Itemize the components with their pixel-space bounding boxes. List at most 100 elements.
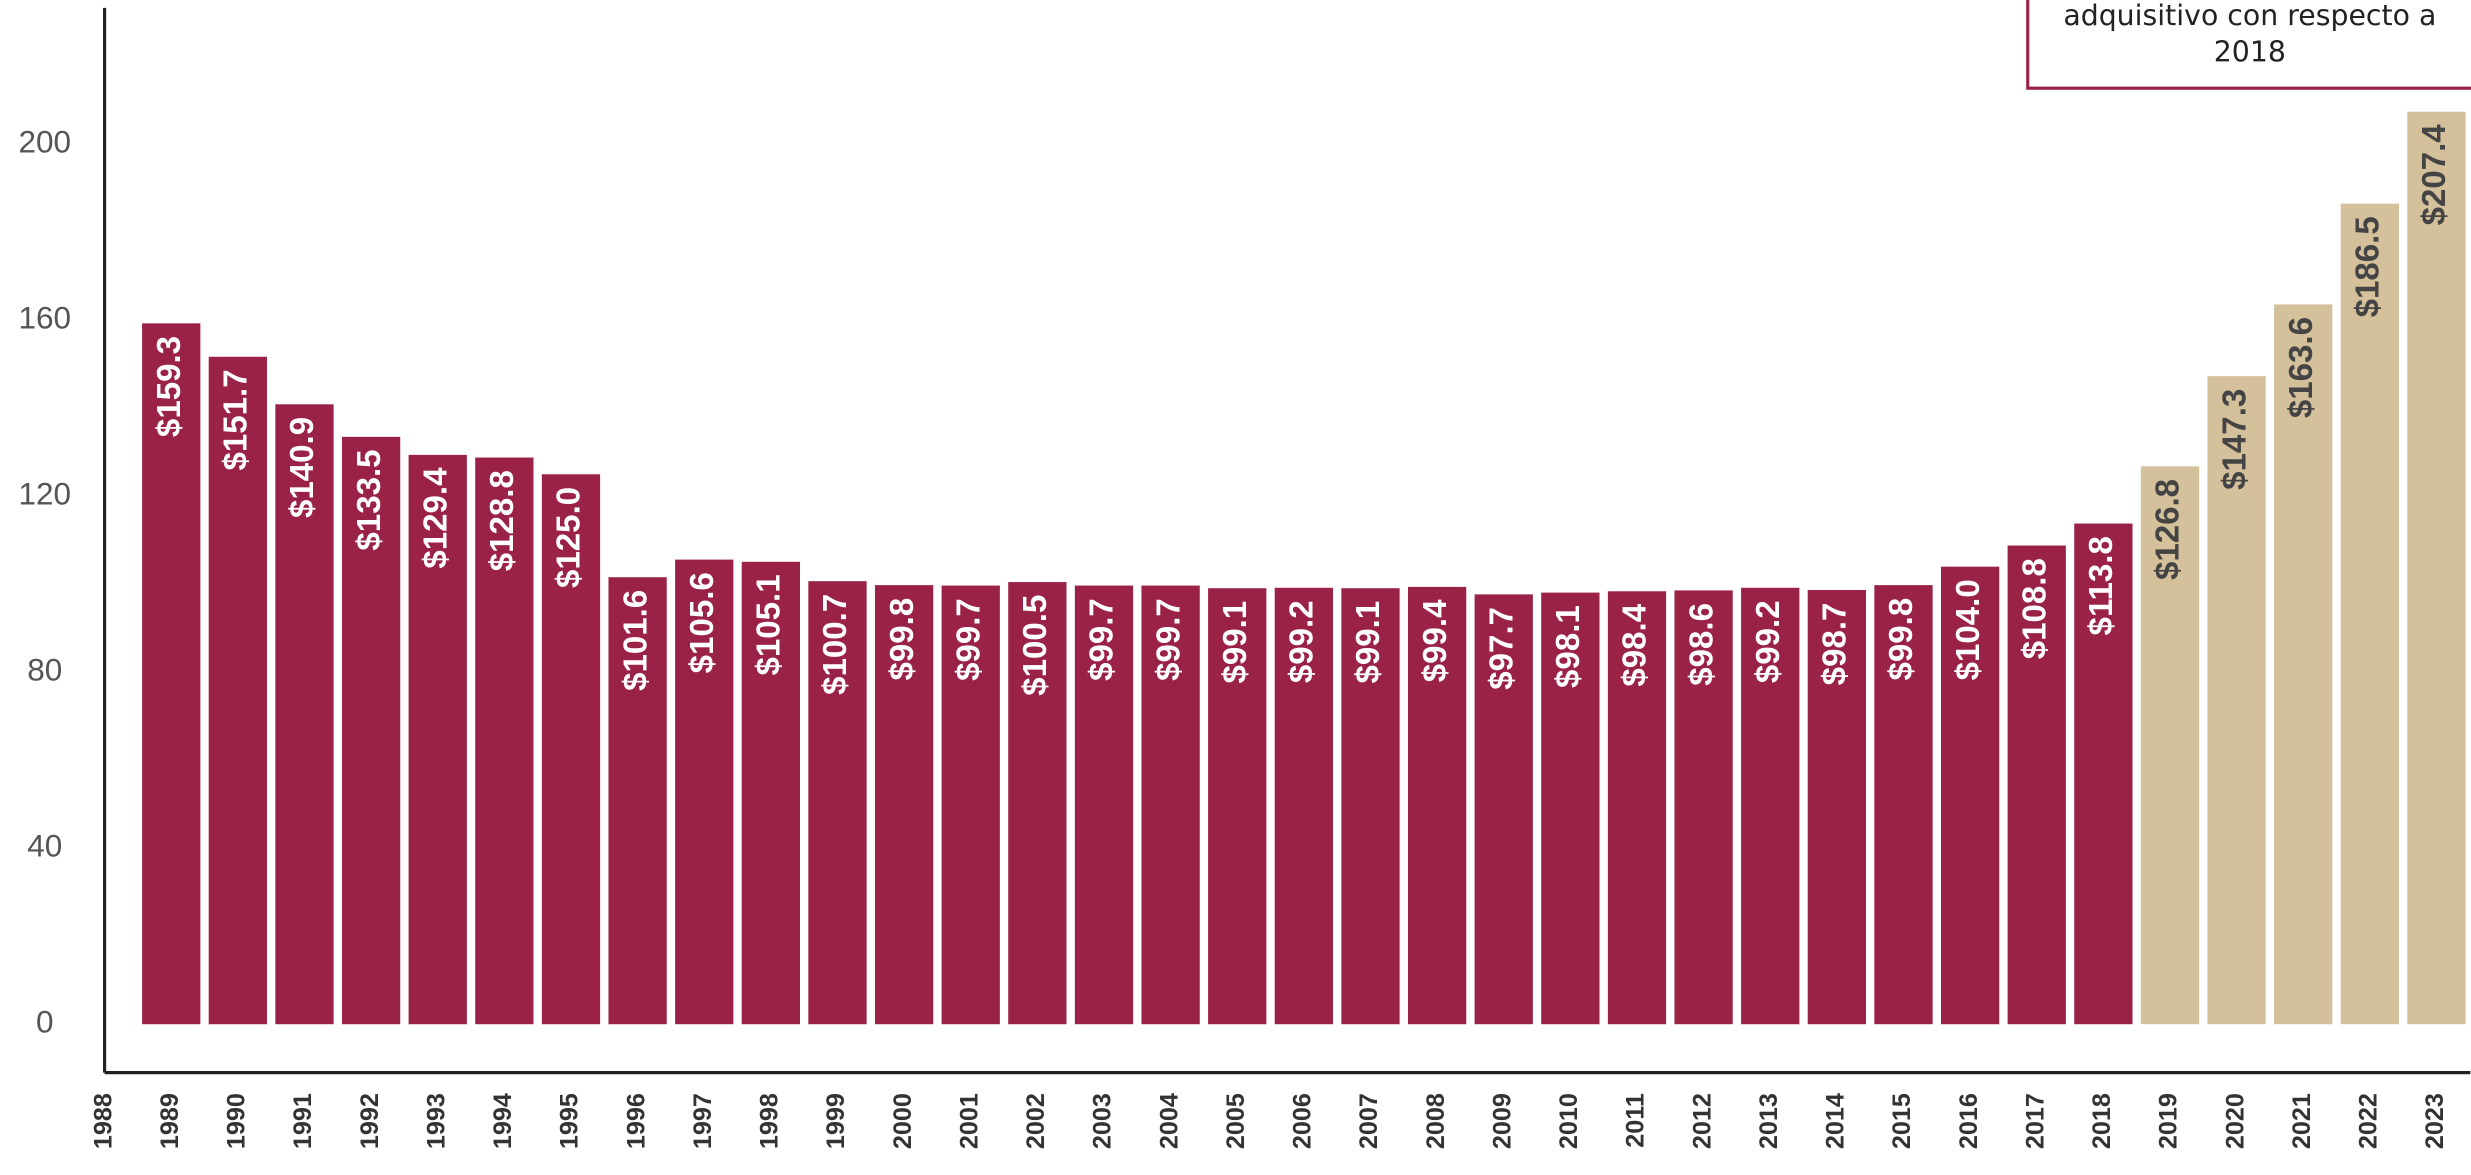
x-tick-label: 1990 <box>223 1093 251 1149</box>
x-tick-label: 2000 <box>889 1093 917 1149</box>
x-tick-label: 2007 <box>1355 1093 1383 1149</box>
value-label: $97.7 <box>1483 607 1520 690</box>
x-tick-label: 2014 <box>1822 1093 1850 1149</box>
value-label: $113.8 <box>2083 536 2120 635</box>
bar <box>1274 587 1333 1025</box>
value-label: $99.7 <box>1084 598 1121 681</box>
y-tick-label: 160 <box>18 300 71 336</box>
x-tick-label: 2003 <box>1089 1093 1117 1149</box>
value-label: $128.8 <box>484 470 521 571</box>
y-tick-label: 200 <box>18 124 71 160</box>
value-label: $105.6 <box>684 572 721 673</box>
bar <box>1474 594 1533 1025</box>
value-label: $101.6 <box>617 590 654 691</box>
x-tick-label: 2016 <box>1955 1093 1983 1149</box>
x-tick-label: 1998 <box>756 1093 784 1149</box>
x-tick-label: 2017 <box>2021 1093 2049 1149</box>
legend-label: Aumento del poder adquisitivo con respec… <box>2063 0 2437 70</box>
x-tick-label: 2023 <box>2421 1093 2449 1149</box>
bar <box>1607 591 1667 1025</box>
bar <box>2207 376 2266 1025</box>
bar <box>2407 111 2466 1025</box>
bar <box>1407 586 1467 1025</box>
bar <box>808 581 867 1025</box>
value-label: $98.6 <box>1683 603 1720 686</box>
value-label: $100.5 <box>1017 595 1054 696</box>
bar <box>275 404 334 1025</box>
bar <box>1674 590 1733 1025</box>
value-label: $186.5 <box>2350 216 2387 317</box>
bar <box>608 577 667 1025</box>
value-label: $99.2 <box>1284 600 1321 683</box>
value-label: $104.0 <box>1950 579 1987 680</box>
x-tick-label: 2022 <box>2355 1093 2383 1149</box>
value-label: $126.8 <box>2150 479 2187 580</box>
value-label: $100.7 <box>817 594 854 695</box>
x-tick-label: 2001 <box>955 1093 983 1149</box>
x-tick-label: 1993 <box>422 1093 450 1149</box>
x-tick-label: 1989 <box>156 1093 184 1149</box>
value-label: $99.8 <box>1883 598 1920 681</box>
bar <box>941 585 1000 1025</box>
legend: Aumento del poder adquisitivo con respec… <box>2063 0 2437 70</box>
value-label: $125.0 <box>551 487 588 588</box>
x-tick-label: 1996 <box>622 1093 650 1149</box>
y-tick-label: 40 <box>27 828 62 864</box>
bar <box>142 323 201 1025</box>
value-label: $159.3 <box>151 336 188 437</box>
bar <box>2274 304 2333 1025</box>
x-tick-label: 2002 <box>1022 1093 1050 1149</box>
bar <box>1341 588 1400 1025</box>
x-tick-label: 2010 <box>1555 1093 1583 1149</box>
value-label: $207.4 <box>2416 124 2453 226</box>
bar <box>2340 203 2400 1025</box>
value-label: $133.5 <box>351 449 388 550</box>
x-tick-label: 1999 <box>822 1093 850 1149</box>
value-label: $99.1 <box>1217 601 1254 684</box>
value-label: $105.1 <box>751 574 788 675</box>
value-label: $99.7 <box>950 598 987 681</box>
x-tick-label: 2004 <box>1155 1093 1183 1149</box>
bar <box>541 474 601 1025</box>
value-label: $99.4 <box>1417 599 1454 682</box>
value-label: $140.9 <box>284 417 321 518</box>
x-tick-label: 1988 <box>89 1093 117 1149</box>
x-tick-label: 2015 <box>1888 1093 1916 1149</box>
y-tick-label: 120 <box>18 476 71 512</box>
value-label: $98.7 <box>1817 603 1854 686</box>
bar <box>1208 588 1267 1025</box>
bar <box>675 559 734 1025</box>
y-tick-label: 80 <box>27 652 62 688</box>
bar <box>2074 523 2133 1025</box>
bar <box>1141 585 1200 1025</box>
bar <box>874 585 934 1025</box>
x-tick-label: 1995 <box>556 1093 584 1149</box>
x-tick-label: 2019 <box>2155 1093 2183 1149</box>
bar <box>1940 566 2000 1025</box>
x-tick-label: 1997 <box>689 1093 717 1149</box>
x-tick-label: 2020 <box>2221 1093 2249 1149</box>
value-label: $151.7 <box>218 369 255 470</box>
x-tick-label: 1994 <box>489 1093 517 1149</box>
bar <box>1874 585 1933 1025</box>
bar <box>2140 466 2200 1025</box>
x-tick-label: 2021 <box>2288 1093 2316 1149</box>
bar <box>1807 589 1866 1025</box>
bar <box>2007 545 2066 1025</box>
x-tick-label: 2011 <box>1622 1093 1650 1148</box>
bar <box>475 457 534 1025</box>
x-tick-label: 2005 <box>1222 1093 1250 1149</box>
bar <box>1008 582 1067 1025</box>
bar <box>1541 592 1600 1025</box>
value-label: $147.3 <box>2216 389 2253 490</box>
value-label: $99.1 <box>1350 601 1387 684</box>
bar <box>1741 587 1800 1025</box>
bar <box>1074 585 1134 1025</box>
x-tick-label: 2018 <box>2088 1093 2116 1149</box>
bar <box>208 356 267 1025</box>
value-label: $108.8 <box>2016 558 2053 659</box>
value-label: $99.7 <box>1150 598 1187 681</box>
value-label: $98.1 <box>1550 605 1587 688</box>
